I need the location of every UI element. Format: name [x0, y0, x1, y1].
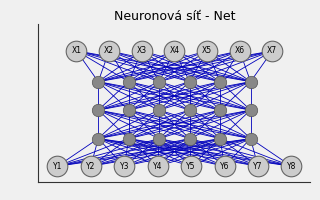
Point — [96, 109, 101, 112]
Text: Y8: Y8 — [287, 162, 296, 171]
Text: X7: X7 — [267, 46, 277, 55]
Point — [126, 137, 131, 140]
Point — [218, 109, 223, 112]
Text: X1: X1 — [71, 46, 82, 55]
Point — [218, 80, 223, 83]
Point — [248, 109, 253, 112]
Text: X5: X5 — [202, 46, 212, 55]
Point — [88, 165, 93, 168]
Text: Y7: Y7 — [253, 162, 263, 171]
Text: Y4: Y4 — [153, 162, 163, 171]
Point — [55, 165, 60, 168]
Text: X3: X3 — [137, 46, 147, 55]
Point — [156, 80, 162, 83]
Point — [237, 49, 242, 52]
Point — [204, 49, 210, 52]
Point — [270, 49, 275, 52]
Point — [218, 137, 223, 140]
Point — [172, 49, 177, 52]
Point — [126, 80, 131, 83]
Point — [289, 165, 294, 168]
Text: Y3: Y3 — [120, 162, 129, 171]
Text: X2: X2 — [104, 46, 114, 55]
Point — [126, 109, 131, 112]
Point — [74, 49, 79, 52]
Point — [96, 80, 101, 83]
Point — [222, 165, 227, 168]
Text: Y1: Y1 — [53, 162, 62, 171]
Point — [107, 49, 112, 52]
Point — [187, 109, 192, 112]
Point — [248, 137, 253, 140]
Point — [188, 165, 194, 168]
Point — [155, 165, 160, 168]
Point — [156, 137, 162, 140]
Text: Y5: Y5 — [186, 162, 196, 171]
Point — [248, 80, 253, 83]
Text: X4: X4 — [169, 46, 180, 55]
Title: Neuronová síť - Net: Neuronová síť - Net — [114, 10, 235, 23]
Point — [96, 137, 101, 140]
Point — [187, 80, 192, 83]
Point — [139, 49, 144, 52]
Point — [255, 165, 260, 168]
Text: Y6: Y6 — [220, 162, 229, 171]
Text: Y2: Y2 — [86, 162, 96, 171]
Point — [122, 165, 127, 168]
Point — [156, 109, 162, 112]
Point — [187, 137, 192, 140]
Text: X6: X6 — [235, 46, 245, 55]
